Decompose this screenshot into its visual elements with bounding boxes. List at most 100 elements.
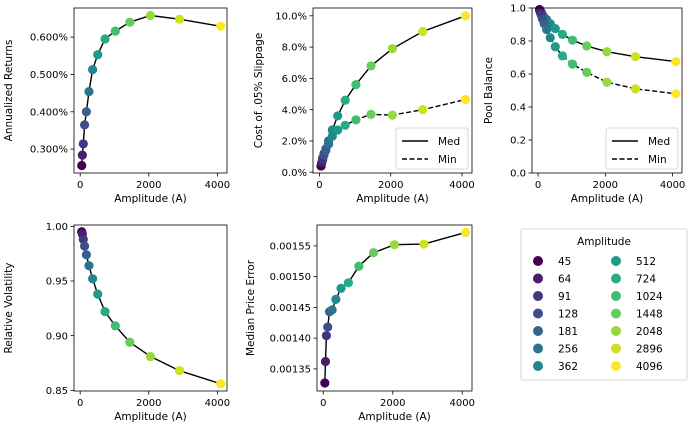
data-point bbox=[333, 111, 343, 121]
x-tick-label: 2000 bbox=[593, 180, 618, 191]
data-point bbox=[602, 47, 612, 57]
data-point bbox=[87, 274, 98, 284]
data-point bbox=[419, 239, 429, 249]
y-tick-label: 0.300% bbox=[30, 145, 68, 156]
y-tick-label: 0.500% bbox=[30, 70, 68, 81]
legend-box bbox=[605, 127, 679, 170]
legend-marker bbox=[533, 326, 543, 336]
y-tick-label: 0.8 bbox=[510, 37, 526, 48]
y-axis-label: Cost of .05% Slippage bbox=[253, 33, 265, 149]
x-tick-label: 4000 bbox=[660, 180, 685, 191]
data-point bbox=[93, 50, 103, 60]
data-point bbox=[461, 227, 471, 237]
x-tick-label: 0 bbox=[77, 398, 83, 409]
data-point bbox=[81, 250, 91, 260]
data-point bbox=[387, 44, 398, 54]
data-point bbox=[671, 57, 681, 67]
x-tick-label: 0 bbox=[535, 180, 541, 191]
legend-title: Amplitude bbox=[577, 236, 631, 248]
data-point bbox=[331, 294, 341, 304]
y-axis-label: Annualized Returns bbox=[3, 40, 15, 142]
legend-entry-label: 2896 bbox=[636, 344, 663, 356]
data-point bbox=[81, 107, 91, 117]
data-point bbox=[387, 110, 398, 120]
x-axis-label: Amplitude (A) bbox=[358, 411, 431, 423]
x-tick-label: 4000 bbox=[450, 398, 475, 409]
legend-entry-label: 4096 bbox=[636, 361, 663, 373]
data-point bbox=[78, 139, 88, 149]
legend-label-med: Med bbox=[438, 136, 460, 148]
data-point bbox=[84, 87, 94, 97]
y-tick-label: 0.0 bbox=[510, 169, 526, 180]
legend-label-med: Med bbox=[648, 136, 670, 148]
data-point bbox=[93, 289, 103, 299]
y-tick-label: 0.400% bbox=[30, 107, 68, 118]
y-tick-label: 1.00 bbox=[46, 222, 68, 233]
data-point bbox=[87, 64, 98, 75]
data-point bbox=[320, 356, 331, 367]
legend-entry-label: 362 bbox=[558, 361, 578, 373]
y-tick-label: 0.00150 bbox=[270, 272, 311, 283]
data-point bbox=[320, 378, 330, 388]
data-point bbox=[366, 109, 376, 119]
y-axis-label: Relative Volatility bbox=[3, 262, 15, 353]
data-point bbox=[100, 307, 110, 317]
legend-entry-label: 64 bbox=[558, 274, 572, 286]
legend-entry-label: 181 bbox=[558, 326, 578, 338]
data-point bbox=[323, 322, 333, 332]
data-point bbox=[550, 42, 560, 52]
y-tick-label: 0.85 bbox=[46, 386, 68, 397]
data-point bbox=[557, 51, 568, 61]
data-point bbox=[550, 24, 560, 34]
data-point bbox=[630, 52, 641, 62]
data-point bbox=[366, 61, 376, 71]
data-point bbox=[671, 89, 681, 99]
legend-entry-label: 128 bbox=[558, 309, 578, 321]
x-axis-label: Amplitude (A) bbox=[114, 411, 187, 423]
series-legend: Med Min bbox=[605, 127, 679, 170]
data-point bbox=[340, 95, 350, 105]
axes-frame bbox=[73, 224, 228, 392]
amplitude-legend: Amplitude 45 64 91 128 181 256 362 512 724 1024 144… bbox=[520, 228, 688, 381]
data-point bbox=[567, 59, 578, 69]
axes-frame bbox=[312, 7, 473, 174]
legend-label-min: Min bbox=[438, 154, 457, 166]
data-point bbox=[418, 105, 428, 115]
data-point bbox=[79, 241, 90, 251]
data-point bbox=[79, 120, 90, 130]
legend-entry-label: 724 bbox=[636, 274, 656, 286]
x-tick-label: 4000 bbox=[205, 398, 230, 409]
data-point bbox=[351, 80, 361, 90]
data-point bbox=[368, 248, 379, 258]
data-point bbox=[174, 366, 185, 376]
data-point bbox=[340, 120, 350, 130]
x-axis-label: Amplitude (A) bbox=[571, 193, 644, 205]
x-axis-label: Amplitude (A) bbox=[114, 193, 187, 205]
series-line-price-error bbox=[324, 231, 466, 384]
legend-marker bbox=[533, 291, 543, 301]
data-point bbox=[110, 321, 120, 331]
data-point bbox=[602, 77, 612, 87]
legend-entry-label: 91 bbox=[558, 291, 571, 303]
x-tick-label: 2000 bbox=[380, 398, 405, 409]
legend-marker bbox=[611, 308, 621, 319]
y-tick-label: 0.0% bbox=[282, 168, 307, 179]
y-tick-label: 0.00140 bbox=[270, 334, 311, 345]
axes-frame bbox=[531, 7, 683, 174]
data-point bbox=[557, 29, 568, 39]
data-point bbox=[77, 150, 87, 160]
y-tick-label: 8.0% bbox=[282, 43, 307, 54]
data-point bbox=[630, 84, 641, 94]
legend-entry-label: 2048 bbox=[636, 326, 663, 338]
x-axis-label: Amplitude (A) bbox=[356, 193, 429, 205]
x-tick-label: 0 bbox=[77, 180, 83, 191]
legend-box bbox=[395, 127, 469, 170]
legend-box bbox=[520, 228, 688, 381]
y-tick-label: 0.2 bbox=[510, 136, 526, 147]
y-tick-label: 10.0% bbox=[275, 11, 307, 22]
data-point bbox=[321, 331, 332, 341]
data-point bbox=[216, 21, 226, 31]
data-point bbox=[354, 261, 364, 271]
legend-label-min: Min bbox=[648, 154, 667, 166]
